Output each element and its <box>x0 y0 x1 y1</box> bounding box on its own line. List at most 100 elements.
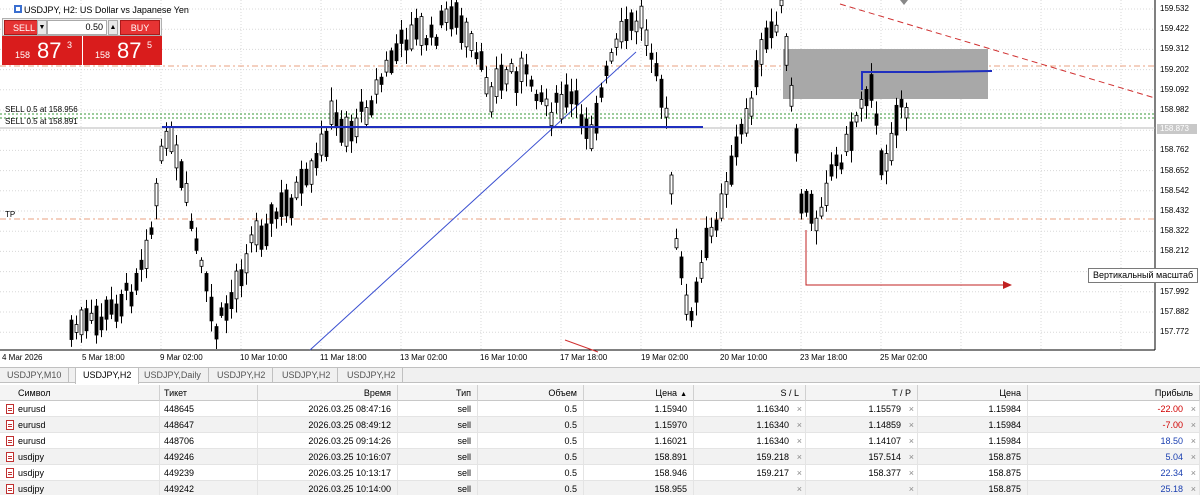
remove-level-icon[interactable]: × <box>908 420 914 430</box>
remove-level-icon[interactable]: × <box>796 420 802 430</box>
arrow-ray <box>805 230 1005 286</box>
remove-level-icon[interactable]: × <box>796 468 802 478</box>
price-tick-label: 158.982 <box>1160 105 1189 114</box>
candle-body <box>189 220 194 229</box>
current-price-marker: 158.873 <box>1157 124 1197 134</box>
candle-body <box>89 312 94 321</box>
tab-chart[interactable]: USDJPY,Daily <box>137 368 209 383</box>
tab-chart[interactable]: USDJPY,M10 <box>0 368 70 383</box>
cell-symbol: usdjpy <box>0 449 160 465</box>
cell-type: sell <box>398 481 478 495</box>
remove-level-icon[interactable]: × <box>908 452 914 462</box>
candle-body <box>864 89 869 107</box>
table-row[interactable]: usdjpy 449242 2026.03.25 10:14:00 sell 0.5 15… <box>0 481 1200 495</box>
cell-type-text: sell <box>457 452 471 462</box>
table-row[interactable]: eurusd 448706 2026.03.25 09:14:26 sell 0.5 1.… <box>0 433 1200 449</box>
time-tick-label: 11 Mar 18:00 <box>320 353 367 362</box>
remove-level-icon[interactable]: × <box>908 468 914 478</box>
tab-chart[interactable]: USDJPY,H2 <box>75 368 140 384</box>
cell-sl-text: 1.16340 <box>756 436 789 446</box>
col-time[interactable]: Время <box>258 385 398 401</box>
candle-body <box>414 17 419 40</box>
lot-increase-button[interactable]: ▲ <box>108 20 118 35</box>
close-position-icon[interactable]: × <box>1190 404 1196 414</box>
close-position-icon[interactable]: × <box>1190 452 1196 462</box>
remove-level-icon[interactable]: × <box>908 436 914 446</box>
candle-body <box>674 238 679 249</box>
candle-body <box>579 114 584 127</box>
close-position-icon[interactable]: × <box>1190 468 1196 478</box>
cell-price-text: 1.15970 <box>654 420 687 430</box>
candle-body <box>334 112 339 127</box>
cell-volume: 0.5 <box>478 433 584 449</box>
zone-rectangle <box>783 49 988 99</box>
buy-price-main: 87 <box>117 38 142 63</box>
table-row[interactable]: eurusd 448647 2026.03.25 08:49:12 sell 0.5 1.… <box>0 417 1200 433</box>
remove-level-icon[interactable]: × <box>796 404 802 414</box>
cell-current: 158.875 <box>918 481 1028 495</box>
order-level-label[interactable]: SELL 0.5 at 158.891 <box>5 117 78 126</box>
table-row[interactable]: eurusd 448645 2026.03.25 08:47:16 sell 0.5 1.… <box>0 401 1200 417</box>
col-ticket[interactable]: Тикет <box>160 385 258 401</box>
col-sl[interactable]: S / L <box>694 385 806 401</box>
remove-level-icon[interactable]: × <box>796 484 802 494</box>
close-position-icon[interactable]: × <box>1190 484 1196 494</box>
cell-profit: -22.00 × <box>1028 401 1200 417</box>
price-tick-label: 157.882 <box>1160 307 1189 316</box>
col-type[interactable]: Тип <box>398 385 478 401</box>
candle-body <box>104 299 109 320</box>
col-current-price[interactable]: Цена <box>918 385 1028 401</box>
candle-body <box>154 182 159 207</box>
price-tick-label: 158.652 <box>1160 165 1189 175</box>
remove-level-icon[interactable]: × <box>796 436 802 446</box>
order-level-label[interactable]: SELL 0.5 at 158.956 <box>5 105 78 114</box>
price-tick-label: 159.532 <box>1160 4 1189 13</box>
remove-level-icon[interactable]: × <box>908 484 914 494</box>
candle-body <box>644 29 649 46</box>
candle-body <box>249 234 254 244</box>
price-tick-label: 158.322 <box>1160 226 1189 236</box>
candle-body <box>259 225 264 250</box>
cell-time: 2026.03.25 10:13:17 <box>258 465 398 481</box>
price-chart[interactable]: USDJPY, H2: US Dollar vs Japanese Yen SE… <box>0 0 1200 367</box>
cell-symbol: eurusd <box>0 401 160 417</box>
tab-chart[interactable]: USDJPY,H2 <box>275 368 339 383</box>
remove-level-icon[interactable]: × <box>796 452 802 462</box>
cell-current: 1.15984 <box>918 417 1028 433</box>
cell-ticket-text: 448645 <box>164 404 195 414</box>
candle-body <box>164 130 169 149</box>
table-row[interactable]: usdjpy 449246 2026.03.25 10:16:07 sell 0.5 15… <box>0 449 1200 465</box>
close-position-icon[interactable]: × <box>1190 420 1196 430</box>
buy-button[interactable]: BUY <box>120 20 160 35</box>
candle-body <box>299 168 304 194</box>
sell-price-button[interactable]: 158 87 3 <box>3 36 82 65</box>
tp-level-label[interactable]: TP <box>5 210 16 219</box>
time-tick-label: 23 Mar 18:00 <box>800 353 848 362</box>
time-tick-label: 16 Mar 10:00 <box>480 353 528 362</box>
remove-level-icon[interactable]: × <box>908 404 914 414</box>
cell-profit-text: -7.00 <box>1162 420 1183 430</box>
col-profit[interactable]: Прибыль <box>1028 385 1200 401</box>
candle-body <box>314 153 319 169</box>
chart-canvas[interactable] <box>0 0 1200 367</box>
candle-body <box>734 136 739 158</box>
cell-price: 158.955 <box>584 481 694 495</box>
candle-body <box>869 74 874 101</box>
lot-size-input[interactable]: 0.50 <box>47 20 107 35</box>
cell-ticket: 449246 <box>160 449 258 465</box>
buy-price-button[interactable]: 158 87 5 <box>83 36 162 65</box>
col-symbol[interactable]: Символ <box>0 385 160 401</box>
tab-chart[interactable]: USDJPY,H2 <box>210 368 274 383</box>
candle-body <box>624 19 629 42</box>
col-volume[interactable]: Объем <box>478 385 584 401</box>
cell-type: sell <box>398 465 478 481</box>
candle-body <box>569 91 574 105</box>
col-tp[interactable]: T / P <box>806 385 918 401</box>
lot-decrease-button[interactable]: ▼ <box>37 20 47 35</box>
candle-body <box>709 226 714 237</box>
table-row[interactable]: usdjpy 449239 2026.03.25 10:13:17 sell 0.5 15… <box>0 465 1200 481</box>
col-price[interactable]: Цена ▲ <box>584 385 694 401</box>
cell-type-text: sell <box>457 468 471 478</box>
close-position-icon[interactable]: × <box>1190 436 1196 446</box>
tab-chart[interactable]: USDJPY,H2 <box>340 368 404 383</box>
